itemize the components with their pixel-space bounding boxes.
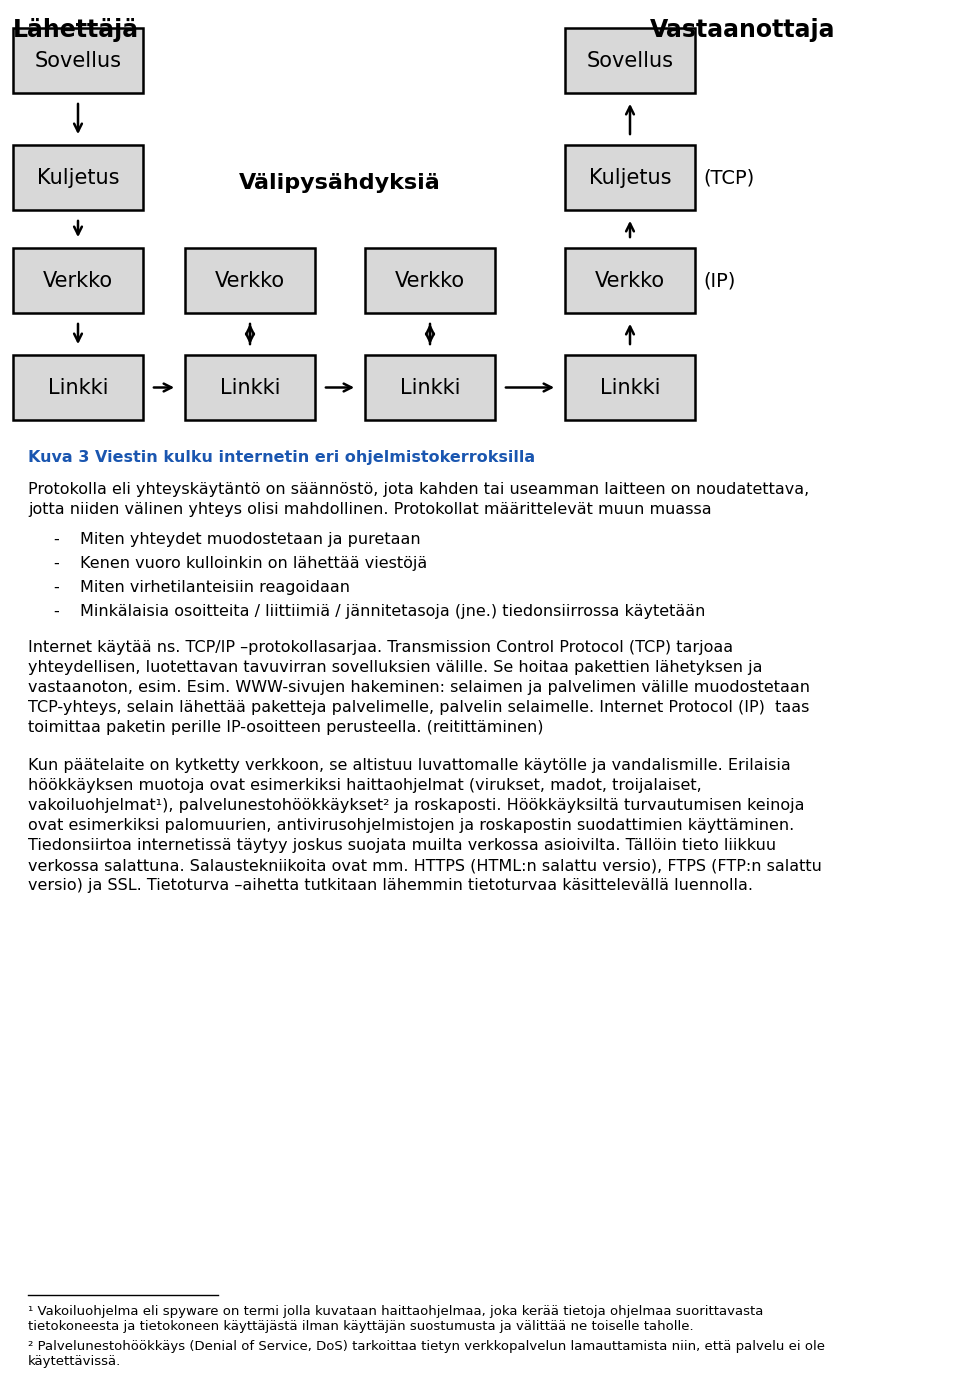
Text: Verkko: Verkko <box>215 271 285 290</box>
Text: Kuljetus: Kuljetus <box>588 168 671 187</box>
Text: Kun päätelaite on kytketty verkkoon, se altistuu luvattomalle käytölle ja vandal: Kun päätelaite on kytketty verkkoon, se … <box>28 758 791 773</box>
Text: (IP): (IP) <box>703 271 735 290</box>
Text: jotta niiden välinen yhteys olisi mahdollinen. Protokollat määrittelevät muun mu: jotta niiden välinen yhteys olisi mahdol… <box>28 502 711 517</box>
Text: Internet käytää ns. TCP/IP –protokollasarjaa. Transmission Control Protocol (TCP: Internet käytää ns. TCP/IP –protokollasa… <box>28 639 733 654</box>
Bar <box>13 355 143 419</box>
Text: Protokolla eli yhteyskäytäntö on säännöstö, jota kahden tai useamman laitteen on: Protokolla eli yhteyskäytäntö on säännös… <box>28 483 809 496</box>
Text: Minkälaisia osoitteita / liittiimiä / jännitetasoja (jne.) tiedonsiirrossa käyte: Minkälaisia osoitteita / liittiimiä / jä… <box>80 604 706 619</box>
Text: yhteydellisen, luotettavan tavuvirran sovelluksien välille. Se hoitaa pakettien : yhteydellisen, luotettavan tavuvirran so… <box>28 660 762 675</box>
Text: verkossa salattuna. Salaustekniikoita ovat mm. HTTPS (HTML:n salattu versio), FT: verkossa salattuna. Salaustekniikoita ov… <box>28 858 822 873</box>
Text: käytettävissä.: käytettävissä. <box>28 1354 121 1368</box>
Text: Sovellus: Sovellus <box>35 51 122 70</box>
Text: ¹ Vakoiluohjelma eli spyware on termi jolla kuvataan haittaohjelmaa, joka kerää : ¹ Vakoiluohjelma eli spyware on termi jo… <box>28 1305 763 1319</box>
Bar <box>185 355 315 419</box>
Text: -: - <box>53 532 59 547</box>
Text: (TCP): (TCP) <box>703 168 755 187</box>
Text: Linkki: Linkki <box>600 378 660 397</box>
Bar <box>565 355 695 419</box>
Text: TCP-yhteys, selain lähettää paketteja palvelimelle, palvelin selaimelle. Interne: TCP-yhteys, selain lähettää paketteja pa… <box>28 700 809 715</box>
Bar <box>13 28 143 94</box>
Text: Linkki: Linkki <box>220 378 280 397</box>
Text: Verkko: Verkko <box>43 271 113 290</box>
Bar <box>565 28 695 94</box>
Text: Linkki: Linkki <box>48 378 108 397</box>
Bar <box>13 144 143 210</box>
Text: Kuljetus: Kuljetus <box>36 168 119 187</box>
Text: toimittaa paketin perille IP-osoitteen perusteella. (reitittäminen): toimittaa paketin perille IP-osoitteen p… <box>28 720 543 736</box>
Text: Linkki: Linkki <box>399 378 460 397</box>
Text: -: - <box>53 580 59 595</box>
Text: Kenen vuoro kulloinkin on lähettää viestöjä: Kenen vuoro kulloinkin on lähettää viest… <box>80 556 427 571</box>
Text: Miten yhteydet muodostetaan ja puretaan: Miten yhteydet muodostetaan ja puretaan <box>80 532 420 547</box>
Text: Kuva 3 Viestin kulku internetin eri ohjelmistokerroksilla: Kuva 3 Viestin kulku internetin eri ohje… <box>28 450 535 465</box>
Text: ² Palvelunestohöökkäys (Denial of Service, DoS) tarkoittaa tietyn verkkopalvelun: ² Palvelunestohöökkäys (Denial of Servic… <box>28 1341 825 1353</box>
Bar <box>565 248 695 314</box>
Bar <box>13 248 143 314</box>
Text: -: - <box>53 556 59 571</box>
Text: vastaanoton, esim. Esim. WWW-sivujen hakeminen: selaimen ja palvelimen välille m: vastaanoton, esim. Esim. WWW-sivujen hak… <box>28 681 810 694</box>
Text: Verkko: Verkko <box>395 271 465 290</box>
Bar <box>565 144 695 210</box>
Text: Sovellus: Sovellus <box>587 51 674 70</box>
Text: Lähettäjä: Lähettäjä <box>13 18 139 43</box>
Text: versio) ja SSL. Tietoturva –aihetta tutkitaan lähemmin tietoturvaa käsitteleväll: versio) ja SSL. Tietoturva –aihetta tutk… <box>28 879 753 892</box>
Text: ovat esimerkiksi palomuurien, antivirusohjelmistojen ja roskapostin suodattimien: ovat esimerkiksi palomuurien, antiviruso… <box>28 818 794 833</box>
Text: Miten virhetilanteisiin reagoidaan: Miten virhetilanteisiin reagoidaan <box>80 580 350 595</box>
Text: höökkäyksen muotoja ovat esimerkiksi haittaohjelmat (virukset, madot, troijalais: höökkäyksen muotoja ovat esimerkiksi hai… <box>28 778 702 793</box>
Bar <box>365 355 495 419</box>
Text: Verkko: Verkko <box>595 271 665 290</box>
Text: vakoiluohjelmat¹), palvelunestohöökkäykset² ja roskaposti. Höökkäyksiltä turvaut: vakoiluohjelmat¹), palvelunestohöökkäyks… <box>28 798 804 813</box>
Text: Vastaanottaja: Vastaanottaja <box>650 18 835 43</box>
Text: Tiedonsiirtoa internetissä täytyy joskus suojata muilta verkossa asioivilta. Täl: Tiedonsiirtoa internetissä täytyy joskus… <box>28 837 776 852</box>
Bar <box>365 248 495 314</box>
Text: tietokoneesta ja tietokoneen käyttäjästä ilman käyttäjän suostumusta ja välittää: tietokoneesta ja tietokoneen käyttäjästä… <box>28 1320 694 1332</box>
Bar <box>185 248 315 314</box>
Text: -: - <box>53 604 59 619</box>
Text: Välipysähdyksiä: Välipysähdyksiä <box>239 172 441 193</box>
